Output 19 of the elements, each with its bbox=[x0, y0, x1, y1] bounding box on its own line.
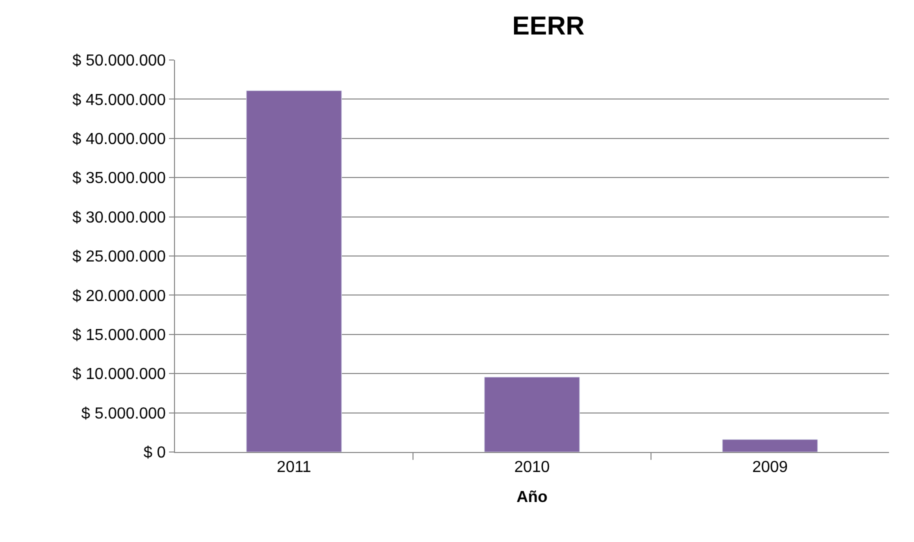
x-tick-label: 2010 bbox=[514, 459, 550, 476]
bar bbox=[246, 90, 342, 452]
y-tick-label: $ 5.000.000 bbox=[81, 405, 166, 422]
y-tick-label: $ 35.000.000 bbox=[72, 170, 166, 188]
x-axis-title: Año bbox=[516, 488, 548, 506]
y-tick-label: $ 40.000.000 bbox=[72, 131, 166, 148]
y-tick-label: $ 30.000.000 bbox=[72, 209, 166, 226]
y-tick-label: $ 25.000.000 bbox=[72, 248, 166, 266]
y-tick-label: $ 50.000.000 bbox=[72, 52, 166, 70]
x-tick-label: 2011 bbox=[276, 459, 312, 476]
y-tick-label: $ 10.000.000 bbox=[72, 366, 166, 384]
y-tick-label: $ 0 bbox=[144, 444, 166, 462]
bar bbox=[484, 376, 580, 452]
bar bbox=[722, 439, 818, 452]
y-tick-label: $ 45.000.000 bbox=[72, 92, 166, 109]
x-tick-label: 2009 bbox=[752, 459, 788, 476]
y-tick-label: $ 15.000.000 bbox=[72, 327, 166, 344]
y-tick-label: $ 20.000.000 bbox=[72, 288, 166, 305]
chart-title: EERR bbox=[512, 10, 585, 40]
